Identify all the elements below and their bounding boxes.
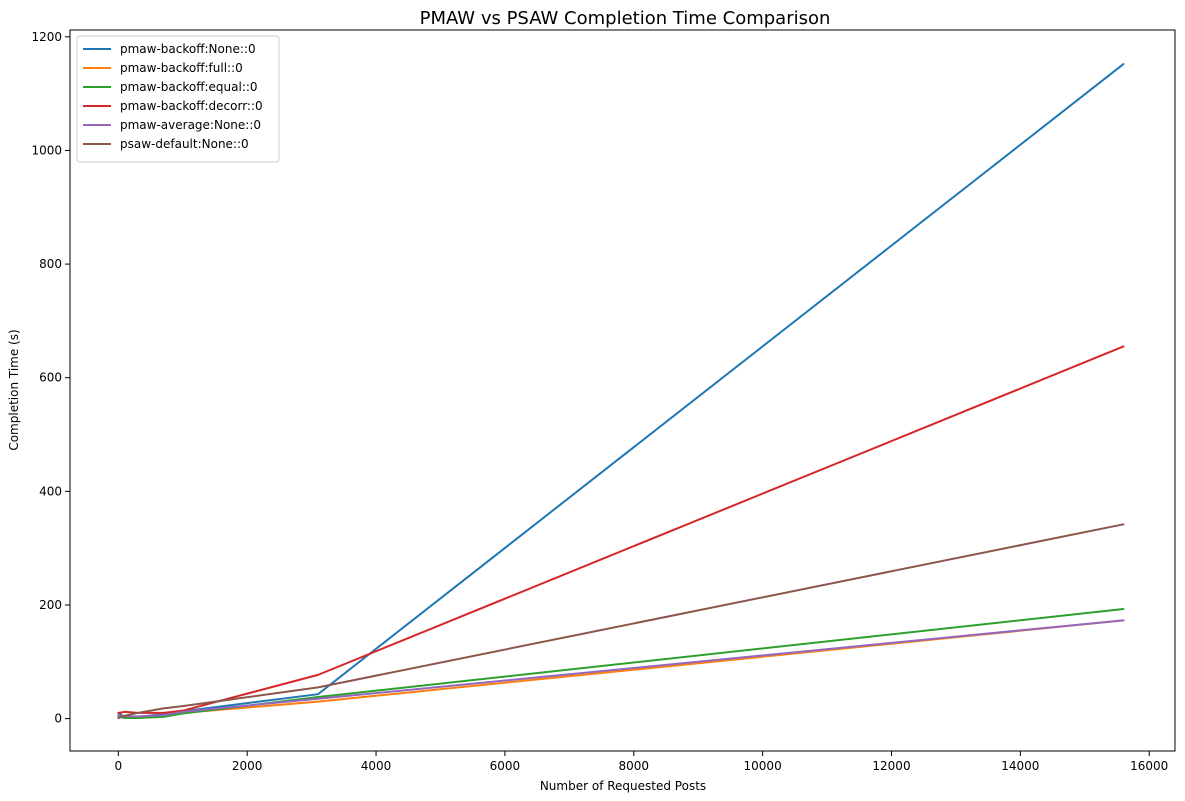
x-axis: 0 2000 4000 6000 8000 10000 12000 14000 16000 <box>115 751 1168 773</box>
x-tick-label: 16000 <box>1130 759 1168 773</box>
x-tick-label: 0 <box>115 759 123 773</box>
series-line-2 <box>117 607 1125 720</box>
y-tick-label: 400 <box>39 484 62 498</box>
legend-label: psaw-default:None::0 <box>120 137 249 151</box>
legend: pmaw-backoff:None::0pmaw-backoff:full::0… <box>76 35 280 163</box>
legend-label: pmaw-backoff:equal::0 <box>120 80 258 94</box>
y-tick-label: 800 <box>39 257 62 271</box>
legend-label: pmaw-average:None::0 <box>120 118 261 132</box>
legend-label: pmaw-backoff:None::0 <box>120 42 256 56</box>
y-axis: 0 200 400 600 800 1000 1200 <box>31 30 70 726</box>
x-tick-label: 12000 <box>872 759 910 773</box>
x-axis-label: Number of Requested Posts <box>540 779 706 793</box>
plot-frame <box>69 29 1176 752</box>
y-axis-label: Completion Time (s) <box>7 329 21 450</box>
x-tick-label: 10000 <box>744 759 782 773</box>
chart-title: PMAW vs PSAW Completion Time Comparison <box>420 8 831 29</box>
x-tick-label: 8000 <box>619 759 650 773</box>
x-tick-label: 4000 <box>361 759 392 773</box>
y-tick-label: 1200 <box>31 30 62 44</box>
series-line-3 <box>117 345 1125 714</box>
y-tick-label: 200 <box>39 598 62 612</box>
legend-label: pmaw-backoff:decorr::0 <box>120 99 263 113</box>
series-layer <box>117 63 1125 720</box>
y-tick-label: 600 <box>39 371 62 385</box>
series-line-5 <box>117 523 1125 720</box>
legend-box <box>76 35 280 163</box>
x-tick-label: 6000 <box>490 759 521 773</box>
x-tick-label: 14000 <box>1001 759 1039 773</box>
legend-label: pmaw-backoff:full::0 <box>120 61 243 75</box>
y-tick-label: 1000 <box>31 143 62 157</box>
x-tick-label: 2000 <box>232 759 263 773</box>
y-tick-label: 0 <box>54 712 62 726</box>
